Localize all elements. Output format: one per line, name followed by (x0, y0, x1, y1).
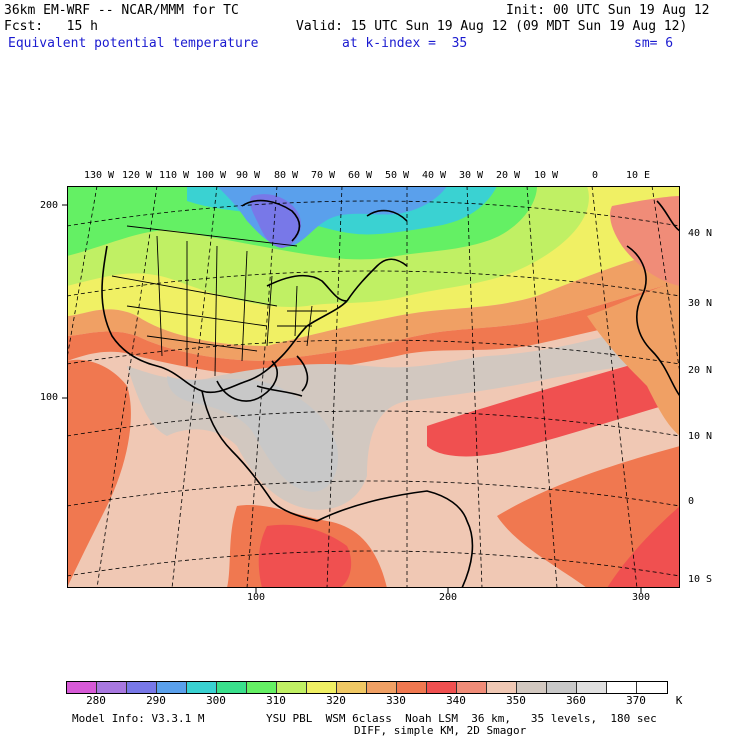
latitude-label: 10 S (688, 574, 713, 585)
longitude-label: 0 (591, 170, 599, 181)
colorbar-value: 320 (326, 694, 346, 707)
colorbar-unit: K (675, 694, 683, 707)
colorbar-value: 370 (626, 694, 646, 707)
colorbar-swatch (307, 682, 337, 693)
longitude-label: 70 W (310, 170, 336, 181)
colorbar-value: 310 (266, 694, 286, 707)
latitude-label: 0 (688, 496, 695, 507)
political-borders (111, 225, 327, 377)
longitude-label: 130 W (83, 170, 115, 181)
colorbar-value: 330 (386, 694, 406, 707)
colorbar-swatch (277, 682, 307, 693)
latitude-label: 40 N (688, 228, 713, 239)
colorbar-value: 340 (446, 694, 466, 707)
map-frame (67, 186, 680, 588)
longitude-label: 20 W (495, 170, 521, 181)
field-name: Equivalent potential temperature (8, 36, 259, 51)
longitude-label: 100 W (195, 170, 227, 181)
theta-e-map (67, 186, 680, 588)
grid-x-label: 100 (246, 592, 266, 603)
field-blue (249, 194, 302, 248)
smoothing-info: sm= 6 (634, 36, 674, 51)
colorbar-swatch (397, 682, 427, 693)
latitude-label: 20 N (688, 365, 713, 376)
colorbar-value: 350 (506, 694, 526, 707)
latitude-label: 10 N (688, 431, 713, 442)
field-pacific-red (67, 359, 131, 588)
model-info: Model Info: V3.3.1 M (72, 712, 205, 725)
field-samerica-deep (258, 524, 352, 588)
longitude-label: 60 W (347, 170, 373, 181)
colorbar-value: 300 (206, 694, 226, 707)
longitude-label: 120 W (121, 170, 153, 181)
colorbar (66, 681, 668, 694)
colorbar-value: 280 (86, 694, 106, 707)
longitude-label: 80 W (273, 170, 299, 181)
diffusion-info: DIFF, simple KM, 2D Smagor (354, 724, 527, 737)
colorbar-swatch (337, 682, 367, 693)
longitude-label: 10 E (625, 170, 651, 181)
colorbar-swatch (517, 682, 547, 693)
longitude-label: 30 W (458, 170, 484, 181)
field-red-band (67, 281, 680, 376)
colorbar-swatch (457, 682, 487, 693)
colorbar-swatch (67, 682, 97, 693)
colorbar-swatch (97, 682, 127, 693)
latitude-label: 30 N (688, 298, 713, 309)
colorbar-value: 290 (146, 694, 166, 707)
grid-x-label: 200 (438, 592, 458, 603)
colorbar-swatch (247, 682, 277, 693)
field-africa-orange (587, 281, 680, 436)
init-time: Init: 00 UTC Sun 19 Aug 12 (506, 3, 710, 18)
physics-info: YSU PBL WSM 6class Noah LSM 36 km, 35 le… (266, 712, 657, 725)
model-title: 36km EM-WRF -- NCAR/MMM for TC (4, 3, 239, 18)
colorbar-swatch (607, 682, 637, 693)
level-info: at k-index = 35 (342, 36, 468, 51)
grid-y-label: 100 (40, 392, 59, 403)
grid-x-label: 300 (631, 592, 651, 603)
coastlines (101, 199, 680, 588)
colorbar-swatch (187, 682, 217, 693)
colorbar-swatch (367, 682, 397, 693)
colorbar-swatch (637, 682, 667, 693)
colorbar-swatch (157, 682, 187, 693)
grid-y-label: 200 (40, 200, 59, 211)
field-atlantic-red (427, 356, 680, 457)
valid-time: Valid: 15 UTC Sun 19 Aug 12 (09 MDT Sun … (296, 19, 688, 34)
colorbar-value: 360 (566, 694, 586, 707)
longitude-label: 10 W (533, 170, 559, 181)
longitude-label: 110 W (158, 170, 190, 181)
colorbar-swatch (127, 682, 157, 693)
colorbar-swatch (547, 682, 577, 693)
colorbar-swatch (217, 682, 247, 693)
field-gray-tongue (127, 335, 667, 510)
field-orange (67, 246, 680, 361)
colorbar-swatch (427, 682, 457, 693)
graticule (67, 186, 680, 588)
longitude-label: 50 W (384, 170, 410, 181)
forecast-hour: Fcst: 15 h (4, 19, 98, 34)
field-gray-core (167, 376, 338, 492)
colorbar-swatch (487, 682, 517, 693)
longitude-label: 90 W (235, 170, 261, 181)
longitude-label: 40 W (421, 170, 447, 181)
colorbar-swatch (577, 682, 607, 693)
